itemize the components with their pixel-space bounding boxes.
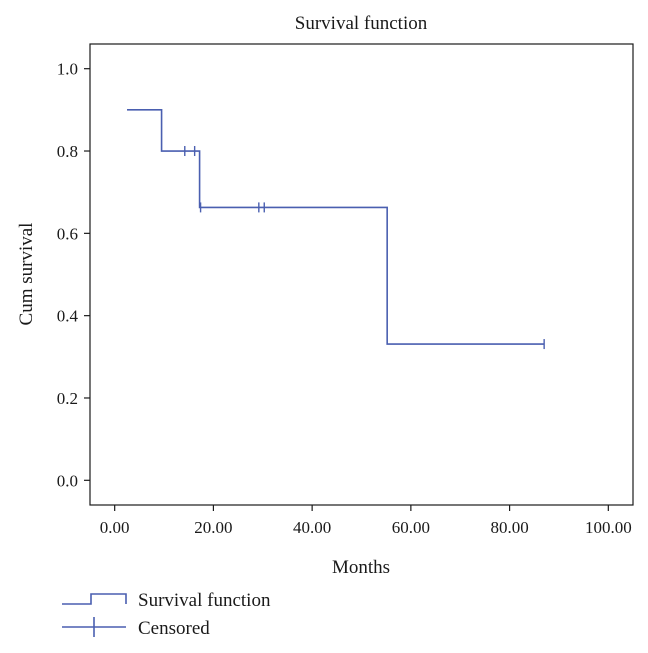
y-tick-label: 0.6 (57, 224, 78, 243)
y-axis-ticks: 0.0 0.2 0.4 0.6 0.8 1.0 (57, 60, 90, 490)
survival-function-line (127, 109, 545, 345)
x-tick-label: 20.00 (194, 518, 232, 537)
x-axis-label: Months (332, 557, 390, 578)
series-layer (127, 109, 545, 350)
x-tick-label: 40.00 (293, 518, 331, 537)
y-tick-label: 0.8 (57, 142, 78, 161)
legend: Survival function Censored (62, 590, 271, 639)
x-tick-label: 0.00 (100, 518, 130, 537)
x-tick-label: 60.00 (392, 518, 430, 537)
y-axis-label: Cum survival (16, 223, 37, 326)
y-tick-label: 0.2 (57, 389, 78, 408)
chart-title: Survival function (295, 13, 428, 34)
y-tick-label: 0.4 (57, 307, 79, 326)
x-axis-ticks: 0.00 20.00 40.00 60.00 80.00 100.00 (100, 505, 632, 537)
legend-label-survival-function: Survival function (138, 590, 271, 611)
x-tick-label: 100.00 (585, 518, 632, 537)
y-tick-label: 0.0 (57, 471, 78, 490)
plot-frame (89, 43, 634, 506)
x-tick-label: 80.00 (490, 518, 528, 537)
legend-label-censored: Censored (138, 618, 210, 639)
y-tick-label: 1.0 (57, 60, 78, 79)
legend-step-glyph (62, 593, 127, 605)
